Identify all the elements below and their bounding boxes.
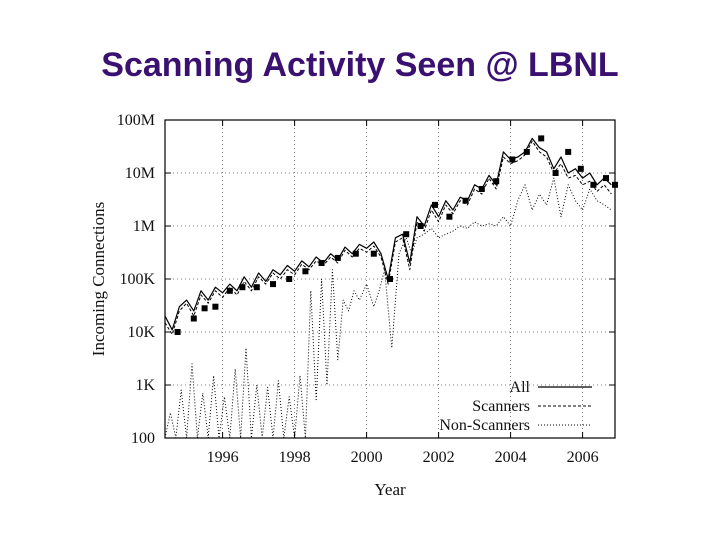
data-marker	[334, 254, 341, 261]
y-axis-label: Incoming Connections	[89, 202, 108, 356]
y-tick-label: 1M	[133, 218, 155, 235]
data-marker	[174, 329, 181, 335]
data-marker	[370, 250, 377, 257]
series-line-non-scanners	[164, 177, 612, 439]
data-marker	[253, 284, 260, 291]
data-marker	[270, 281, 276, 288]
x-tick-label: 2006	[567, 449, 599, 466]
x-axis-label: Year	[374, 480, 406, 499]
data-marker	[352, 250, 359, 257]
data-marker	[201, 305, 208, 312]
data-marker	[478, 186, 485, 192]
data-marker	[446, 213, 453, 220]
legend-label: All	[510, 379, 531, 396]
y-tick-label: 10M	[125, 165, 155, 182]
legend-label: Scanners	[472, 398, 530, 415]
y-tick-label: 1K	[135, 377, 155, 394]
data-marker	[286, 276, 293, 282]
legend: All Scanners Non-Scanners	[439, 379, 592, 434]
data-marker	[538, 135, 545, 142]
data-marker	[552, 170, 559, 176]
y-tick-label: 10K	[127, 324, 155, 341]
legend-label: Non-Scanners	[439, 417, 530, 434]
data-marker	[603, 175, 609, 182]
data-marker	[565, 148, 572, 155]
data-marker	[417, 223, 424, 229]
data-marker	[493, 178, 500, 185]
y-tick-label: 100	[131, 430, 155, 447]
series-line-all	[164, 137, 612, 331]
data-marker	[432, 201, 438, 208]
data-marker	[239, 284, 246, 291]
series-line-scanners	[164, 140, 612, 335]
data-marker	[318, 260, 325, 266]
y-tick-labels: 100 1K 10K 100K 1M 10M 100M	[117, 112, 156, 447]
x-tick-label: 2004	[495, 449, 527, 466]
data-marker	[509, 156, 516, 163]
x-tick-label: 2000	[351, 449, 383, 466]
data-marker	[462, 197, 469, 204]
data-marker	[212, 303, 219, 310]
data-marker	[612, 181, 618, 188]
slide-title: Scanning Activity Seen @ LBNL	[101, 46, 619, 84]
data-marker	[523, 148, 530, 155]
y-tick-label: 100M	[117, 112, 155, 129]
x-tick-label: 2002	[423, 449, 455, 466]
data-marker	[590, 181, 597, 188]
x-tick-label: 1996	[207, 449, 239, 466]
marker-group	[174, 135, 618, 335]
data-marker	[387, 276, 393, 282]
x-tick-label: 1998	[279, 449, 311, 466]
x-tick-labels: 1996 1998 2000 2002 2004 2006	[207, 449, 599, 466]
data-marker	[226, 287, 233, 294]
data-marker	[403, 231, 410, 238]
y-tick-label: 100K	[119, 271, 155, 288]
data-marker	[302, 268, 309, 275]
data-marker	[190, 315, 197, 322]
data-marker	[577, 165, 584, 172]
